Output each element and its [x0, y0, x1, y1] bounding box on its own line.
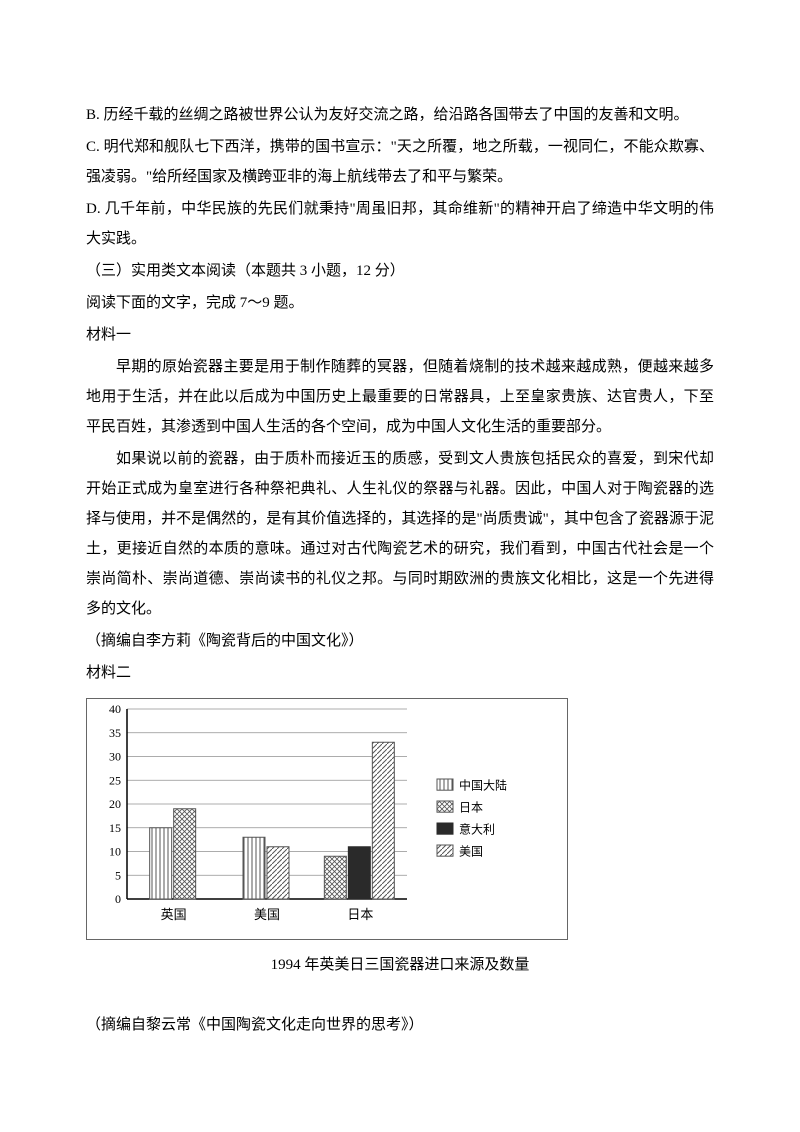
svg-text:15: 15	[109, 821, 121, 835]
svg-text:40: 40	[109, 702, 121, 716]
svg-text:意大利: 意大利	[459, 821, 495, 836]
bar-chart-svg: 0510152025303540英国美国日本中国大陆日本意大利美国	[87, 699, 567, 939]
svg-text:10: 10	[109, 845, 121, 859]
svg-text:英国: 英国	[161, 907, 187, 922]
bar-chart: 0510152025303540英国美国日本中国大陆日本意大利美国	[86, 698, 568, 940]
reading-instruction: 阅读下面的文字，完成 7～9 题。	[86, 288, 714, 318]
option-c: C. 明代郑和舰队七下西洋，携带的国书宣示："天之所覆，地之所载，一视同仁，不能…	[86, 132, 714, 192]
chart-caption: 1994 年英美日三国瓷器进口来源及数量	[86, 950, 714, 980]
material-one-label: 材料一	[86, 320, 714, 350]
material-two-label: 材料二	[86, 658, 714, 688]
option-b: B. 历经千载的丝绸之路被世界公认为友好交流之路，给沿路各国带去了中国的友善和文…	[86, 100, 714, 130]
svg-text:20: 20	[109, 797, 121, 811]
svg-text:0: 0	[115, 892, 121, 906]
svg-text:美国: 美国	[459, 844, 483, 858]
svg-text:5: 5	[115, 868, 121, 882]
material-one-paragraph-1: 早期的原始瓷器主要是用于制作随葬的冥器，但随着烧制的技术越来越成熟，便越来越多地…	[86, 352, 714, 442]
material-one-source: （摘编自李方莉《陶瓷背后的中国文化》）	[86, 626, 714, 656]
option-d: D. 几千年前，中华民族的先民们就秉持"周虽旧邦，其命维新"的精神开启了缔造中华…	[86, 194, 714, 254]
chart-container: 0510152025303540英国美国日本中国大陆日本意大利美国 1994 年…	[86, 698, 714, 980]
svg-text:35: 35	[109, 726, 121, 740]
svg-text:30: 30	[109, 750, 121, 764]
svg-text:日本: 日本	[347, 907, 373, 922]
material-one-paragraph-2: 如果说以前的瓷器，由于质朴而接近玉的质感，受到文人贵族包括民众的喜爱，到宋代却开…	[86, 444, 714, 624]
svg-text:25: 25	[109, 773, 121, 787]
material-two-source: （摘编自黎云常《中国陶瓷文化走向世界的思考》）	[86, 1010, 714, 1040]
svg-text:日本: 日本	[459, 800, 483, 814]
svg-text:美国: 美国	[254, 907, 280, 922]
section-heading: （三）实用类文本阅读（本题共 3 小题，12 分）	[86, 256, 714, 286]
svg-text:中国大陆: 中国大陆	[459, 777, 507, 792]
document-page: B. 历经千载的丝绸之路被世界公认为友好交流之路，给沿路各国带去了中国的友善和文…	[0, 0, 800, 1102]
